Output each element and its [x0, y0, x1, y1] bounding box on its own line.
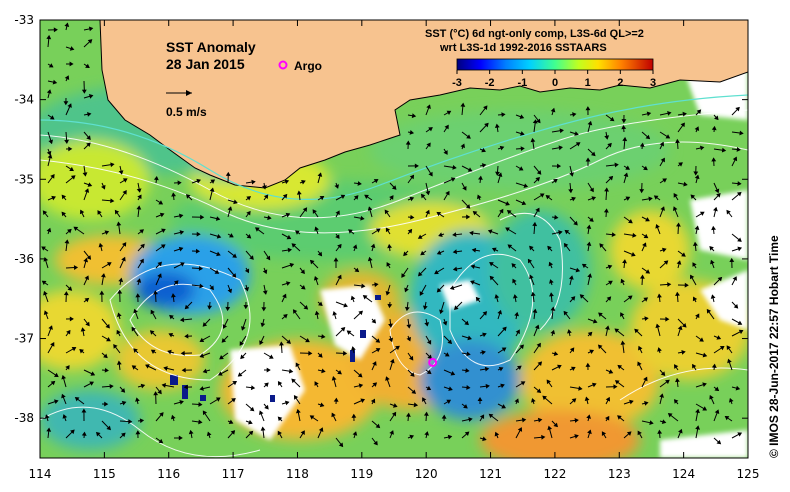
lon-tick-label: 120 [415, 467, 438, 481]
argo-floats [428, 357, 438, 367]
colorbar-tick-label: -3 [452, 77, 462, 89]
product-line-1: SST (°C) 6d ngt-only comp, L3S-6d QL>=2 [425, 28, 644, 40]
lat-tick-label: -37 [14, 332, 34, 346]
argo-legend: Argo [278, 59, 322, 73]
product-line-2: wrt L3S-1d 1992-2016 SSTAARS [439, 42, 607, 54]
sst-field [40, 20, 748, 458]
map-frame-border [39, 19, 749, 459]
colorbar-tick-label: -2 [485, 77, 495, 89]
lat-tick-label: -34 [14, 93, 34, 107]
lon-tick-label: 124 [672, 467, 695, 481]
lat-tick-label: -38 [14, 411, 34, 425]
arrow-icon [186, 90, 192, 96]
current-vectors [41, 22, 744, 448]
latitude-axis: -33-34-35-36-37-38 [14, 13, 748, 425]
velocity-scale: 0.5 m/s [166, 90, 207, 119]
lon-tick-label: 125 [737, 467, 760, 481]
colorbar-tick-label: -1 [517, 77, 527, 89]
lon-tick-label: 115 [93, 467, 116, 481]
colorbar-tick-label: 0 [552, 77, 558, 89]
lon-tick-label: 118 [286, 467, 309, 481]
lon-tick-label: 122 [543, 467, 566, 481]
map-date: 28 Jan 2015 [166, 56, 245, 72]
lon-tick-label: 119 [350, 467, 373, 481]
argo-label: Argo [294, 59, 322, 73]
map-title: SST Anomaly [166, 39, 256, 55]
colorbar: -3 -2 -1 0 1 2 3 [452, 58, 656, 89]
argo-float-marker [428, 357, 438, 367]
lon-tick-label: 114 [29, 467, 52, 481]
lat-tick-label: -35 [14, 172, 34, 186]
colorbar-tick-label: 3 [650, 77, 656, 89]
lon-tick-label: 116 [157, 467, 180, 481]
lon-tick-label: 123 [608, 467, 631, 481]
lat-tick-label: -36 [14, 252, 34, 266]
colorbar-tick-label: 2 [617, 77, 623, 89]
scale-label: 0.5 m/s [166, 105, 207, 119]
credit-text: © IMOS 28-Jun-2017 22:57 Hobart Time [767, 235, 781, 458]
longitude-axis: 114 115 116 117 118 119 120 121 122 123 124 125 [29, 20, 760, 481]
argo-marker-icon [278, 60, 288, 70]
lon-tick-label: 121 [479, 467, 502, 481]
lat-tick-label: -33 [14, 13, 34, 27]
colorbar-tick-label: 1 [585, 77, 591, 89]
lon-tick-label: 117 [222, 467, 245, 481]
